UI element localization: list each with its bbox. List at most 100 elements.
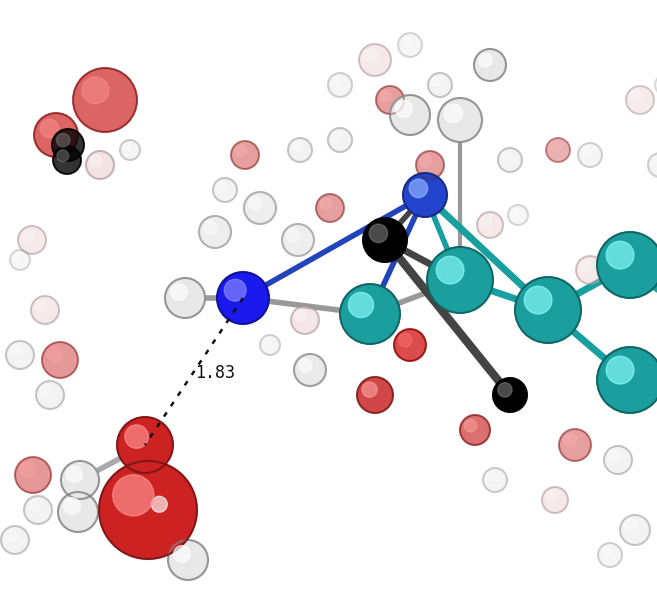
Circle shape [340,284,400,344]
Circle shape [286,228,300,242]
Circle shape [244,192,276,224]
Circle shape [24,496,52,524]
Circle shape [28,500,39,512]
Circle shape [464,419,477,432]
Circle shape [559,429,591,461]
Circle shape [486,471,497,482]
Circle shape [611,248,619,256]
Circle shape [328,73,352,97]
Circle shape [328,128,352,152]
Circle shape [580,260,592,272]
Circle shape [248,197,262,210]
Circle shape [64,498,80,515]
Circle shape [481,216,491,227]
Circle shape [113,475,154,516]
Circle shape [204,220,217,234]
Circle shape [151,496,168,512]
Circle shape [428,73,452,97]
Circle shape [263,338,271,346]
Circle shape [549,141,560,152]
Circle shape [409,179,428,198]
Circle shape [5,530,16,541]
Circle shape [581,146,591,157]
Circle shape [483,468,507,492]
Circle shape [655,75,657,95]
Circle shape [90,155,102,167]
Circle shape [235,145,246,157]
Circle shape [40,385,52,396]
Text: 1.83: 1.83 [195,364,235,382]
Circle shape [15,457,51,493]
Circle shape [380,90,392,102]
Circle shape [294,354,326,386]
Circle shape [295,310,307,322]
Circle shape [298,359,312,372]
Circle shape [508,205,528,225]
Circle shape [199,216,231,248]
Circle shape [6,341,34,369]
Circle shape [606,241,634,269]
Circle shape [546,138,570,162]
Circle shape [171,284,187,300]
Circle shape [651,157,657,166]
Circle shape [117,417,173,473]
Circle shape [224,280,246,301]
Circle shape [515,277,581,343]
Circle shape [416,151,444,179]
Circle shape [432,76,442,86]
Circle shape [58,492,98,532]
Circle shape [626,86,654,114]
Circle shape [42,342,78,378]
Circle shape [260,335,280,355]
Circle shape [493,378,527,412]
Circle shape [510,208,519,216]
Circle shape [231,141,259,169]
Circle shape [498,383,512,397]
Circle shape [10,345,22,357]
Circle shape [52,129,84,161]
Circle shape [474,49,506,81]
Circle shape [542,487,568,513]
Circle shape [608,450,620,462]
Circle shape [398,33,422,57]
Circle shape [597,347,657,413]
Circle shape [73,68,137,132]
Circle shape [624,519,637,532]
Circle shape [601,546,612,557]
Circle shape [478,54,492,67]
Circle shape [125,425,148,448]
Circle shape [120,140,140,160]
Circle shape [35,300,47,312]
Circle shape [608,245,628,265]
Circle shape [420,155,432,167]
Circle shape [546,491,556,502]
Circle shape [99,461,197,559]
Circle shape [36,381,64,409]
Circle shape [357,377,393,413]
Circle shape [1,526,29,554]
Circle shape [20,462,35,477]
Circle shape [401,37,411,46]
Circle shape [369,224,388,242]
Circle shape [427,247,493,313]
Circle shape [576,256,604,284]
Circle shape [86,151,114,179]
Circle shape [331,132,342,141]
Circle shape [53,146,81,174]
Circle shape [362,382,377,397]
Circle shape [578,143,602,167]
Circle shape [66,466,82,482]
Circle shape [524,286,552,314]
Circle shape [348,292,374,318]
Circle shape [630,90,642,102]
Circle shape [403,173,447,217]
Circle shape [597,232,657,298]
Circle shape [216,181,227,191]
Circle shape [501,152,511,161]
Circle shape [460,415,490,445]
Circle shape [168,540,208,580]
Circle shape [82,77,109,104]
Circle shape [288,138,312,162]
Circle shape [165,278,205,318]
Circle shape [123,143,131,151]
